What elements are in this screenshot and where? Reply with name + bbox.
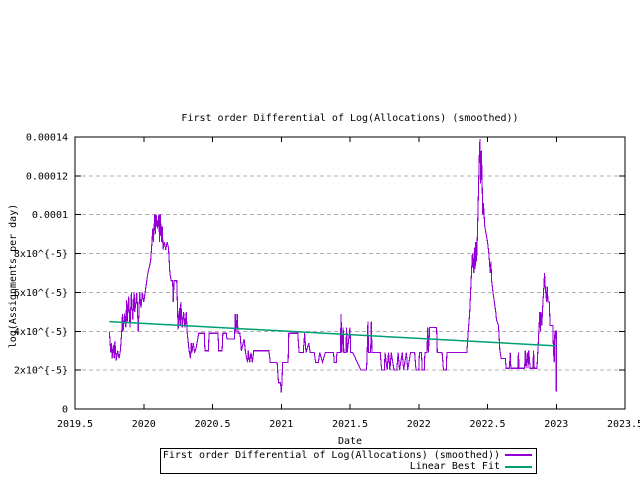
y-tick-label: 4x10^{-5} [14,327,68,338]
legend-line-sample-linear-fit [505,465,532,468]
y-tick-label: 2x10^{-5} [14,366,68,377]
series-layer [108,138,557,393]
y-tick-label: 6x10^{-5} [14,288,68,299]
x-tick-label: 2022.5 [469,419,505,430]
series-smoothed-line [108,138,557,393]
legend: First order Differential of Log(Allocati… [160,448,537,474]
y-tick-label: 0.00012 [26,171,68,182]
legend-label-smoothed: First order Differential of Log(Allocati… [162,449,500,461]
legend-label-linear-fit: Linear Best Fit [409,461,500,473]
y-tick-label: 0.0001 [32,210,68,221]
chart-title: First order Differential of Log(Allocati… [181,113,518,124]
plot-border [74,136,626,410]
x-tick-label: 2019.5 [57,419,93,430]
y-tick-label: 8x10^{-5} [14,249,68,260]
y-tick-label: 0 [62,405,68,416]
y-axis-label: log(Assignments per day) [8,204,19,349]
y-tick-label: 0.00014 [26,133,68,144]
x-axis-label: Date [338,436,362,447]
x-tick-label: 2020 [132,419,156,430]
legend-line-sample-smoothed [505,454,532,457]
grid-layer [75,175,625,371]
series-linear-fit-line [109,320,557,347]
x-tick-label: 2023.5 [607,419,640,430]
x-tick-label: 2021 [269,419,293,430]
legend-entry-smoothed: First order Differential of Log(Allocati… [161,450,536,461]
x-tick-label: 2020.5 [194,419,230,430]
x-tick-label: 2023 [544,419,568,430]
legend-entry-linear-fit: Linear Best Fit [161,461,536,472]
axis-layer: 2019.5 2020 2020.5 2021 2021.5 2022 2022.5 2023… [14,133,640,431]
x-tick-label: 2022 [407,419,431,430]
x-tick-label: 2021.5 [332,419,368,430]
